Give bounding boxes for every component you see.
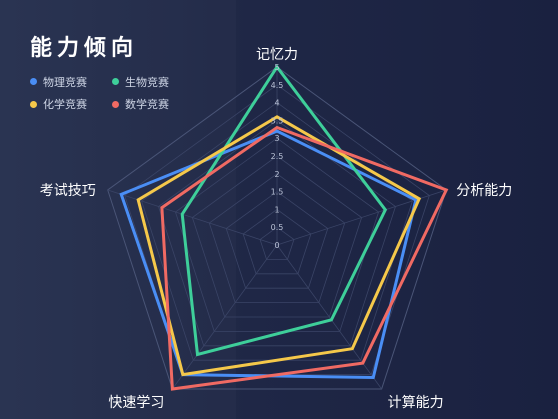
- tick-label: 0: [274, 241, 279, 250]
- grid-spoke: [276, 244, 382, 390]
- tick-label: 0.5: [271, 223, 284, 232]
- series-line-3: [160, 125, 449, 391]
- legend-item-physics: 物理竞赛: [30, 71, 112, 93]
- axis-label: 考试技巧: [40, 183, 96, 199]
- legend-swatch-chemistry: [30, 100, 37, 108]
- axis-label: 记忆力: [256, 47, 298, 63]
- tick-label: 1.5: [271, 188, 284, 197]
- legend-swatch-biology: [112, 78, 119, 85]
- legend-item-chemistry: 化学竞赛: [30, 93, 112, 115]
- series-line-1: [180, 64, 388, 357]
- grid-ring: [225, 191, 329, 289]
- axis-label: 计算能力: [388, 395, 444, 411]
- axis-label: 分析能力: [456, 183, 512, 199]
- legend-swatch-math: [112, 100, 119, 108]
- grid-ring: [259, 226, 295, 260]
- tick-label: 2.5: [271, 152, 284, 161]
- grid-ring: [208, 173, 346, 304]
- axis-label: 快速学习: [108, 395, 164, 411]
- grid-ring: [191, 155, 363, 318]
- tick-label: 2: [274, 170, 279, 179]
- legend: 物理竞赛 生物竞赛 化学竞赛 数学竞赛: [30, 70, 200, 115]
- grid-ring: [158, 119, 396, 347]
- tick-label: 4: [274, 99, 279, 108]
- legend-label-physics: 物理竞赛: [43, 75, 87, 89]
- legend-item-math: 数学竞赛: [112, 93, 194, 115]
- legend-item-biology: 生物竞赛: [112, 71, 194, 93]
- legend-label-biology: 生物竞赛: [125, 75, 169, 89]
- grid-spoke: [107, 189, 278, 246]
- series-line-2: [136, 115, 422, 377]
- chart-title: 能力倾向: [30, 36, 139, 61]
- grid-spoke: [172, 244, 278, 390]
- legend-label-math: 数学竞赛: [125, 98, 169, 111]
- legend-label-chemistry: 化学竞赛: [43, 98, 87, 111]
- tick-label: 3.5: [271, 116, 284, 125]
- tick-label: 4.5: [271, 81, 284, 90]
- legend-swatch-physics: [30, 78, 37, 85]
- tick-label: 5: [274, 63, 279, 72]
- tick-label: 1: [274, 205, 279, 214]
- tick-label: 3: [274, 134, 279, 143]
- grid-ring: [242, 208, 312, 275]
- grid-ring: [107, 66, 447, 390]
